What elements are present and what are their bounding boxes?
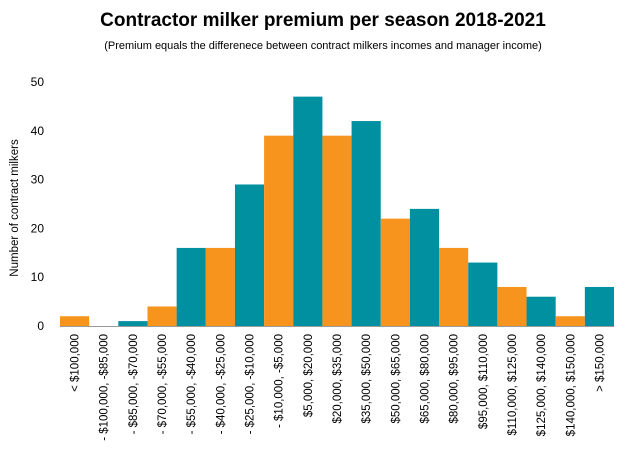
y-tick-label: 20 [31,221,45,235]
y-tick-label: 40 [31,124,45,138]
bar [351,121,381,326]
x-tick-label: $35,000, $50,000 [361,334,373,424]
bar [439,247,469,326]
bar [176,247,206,326]
y-axis: 0 10 20 30 40 50 [31,75,45,333]
bar [322,135,352,326]
x-tick-label: - $85,000, -$70,000 [128,334,140,434]
y-tick-label: 50 [31,75,45,89]
y-tick-label: 0 [37,319,44,333]
x-tick-label: - $100,000, -$85,000 [99,334,111,441]
bar [497,286,527,326]
x-tick-label: $110,000, $125,000 [507,334,519,435]
x-tick-label: $50,000, $65,000 [390,334,402,424]
bar [60,316,90,326]
x-tick-label: - $70,000, -$55,000 [157,334,169,434]
bars [60,96,614,326]
x-tick-label: $95,000, $110,000 [478,334,490,429]
bar [526,296,556,326]
bar [409,208,440,326]
bar [264,135,294,326]
x-tick-label: $140,000, $150,000 [565,334,577,436]
x-tick-label: $65,000, $80,000 [419,334,431,424]
x-tick-label: - $25,000, -$10,000 [245,334,257,434]
chart-title: Contractor milker premium per season 201… [100,10,546,31]
x-tick-label: $20,000, $35,000 [332,334,344,424]
x-tick-label: $80,000, $95,000 [449,334,461,424]
y-tick-label: 10 [31,270,45,284]
x-tick-label: $5,000, $20,000 [303,334,315,417]
bar [205,247,235,326]
y-tick-label: 30 [31,173,45,187]
x-tick-label: - $10,000, -$5,000 [274,334,286,428]
bar [147,306,177,326]
x-tick-label: - $55,000, -$40,000 [186,334,198,434]
bar [468,262,498,326]
bar [584,286,614,326]
bar [555,316,585,326]
x-tick-label: > $150,000 [594,334,606,392]
x-tick-label: < $100,000 [70,334,82,392]
chart-subtitle: (Premium equals the differenece between … [104,40,542,52]
y-axis-label: Number of contract milkers [9,139,21,277]
bar [118,321,148,326]
x-tick-label: $125,000, $140,000 [536,334,548,436]
bar [293,96,323,326]
x-tick-label: - $40,000, -$25,000 [215,334,227,434]
x-axis: < $100,000 - $100,000, -$85,000 - $85,000,… [70,334,607,441]
bar [380,218,410,326]
bar [234,184,265,326]
